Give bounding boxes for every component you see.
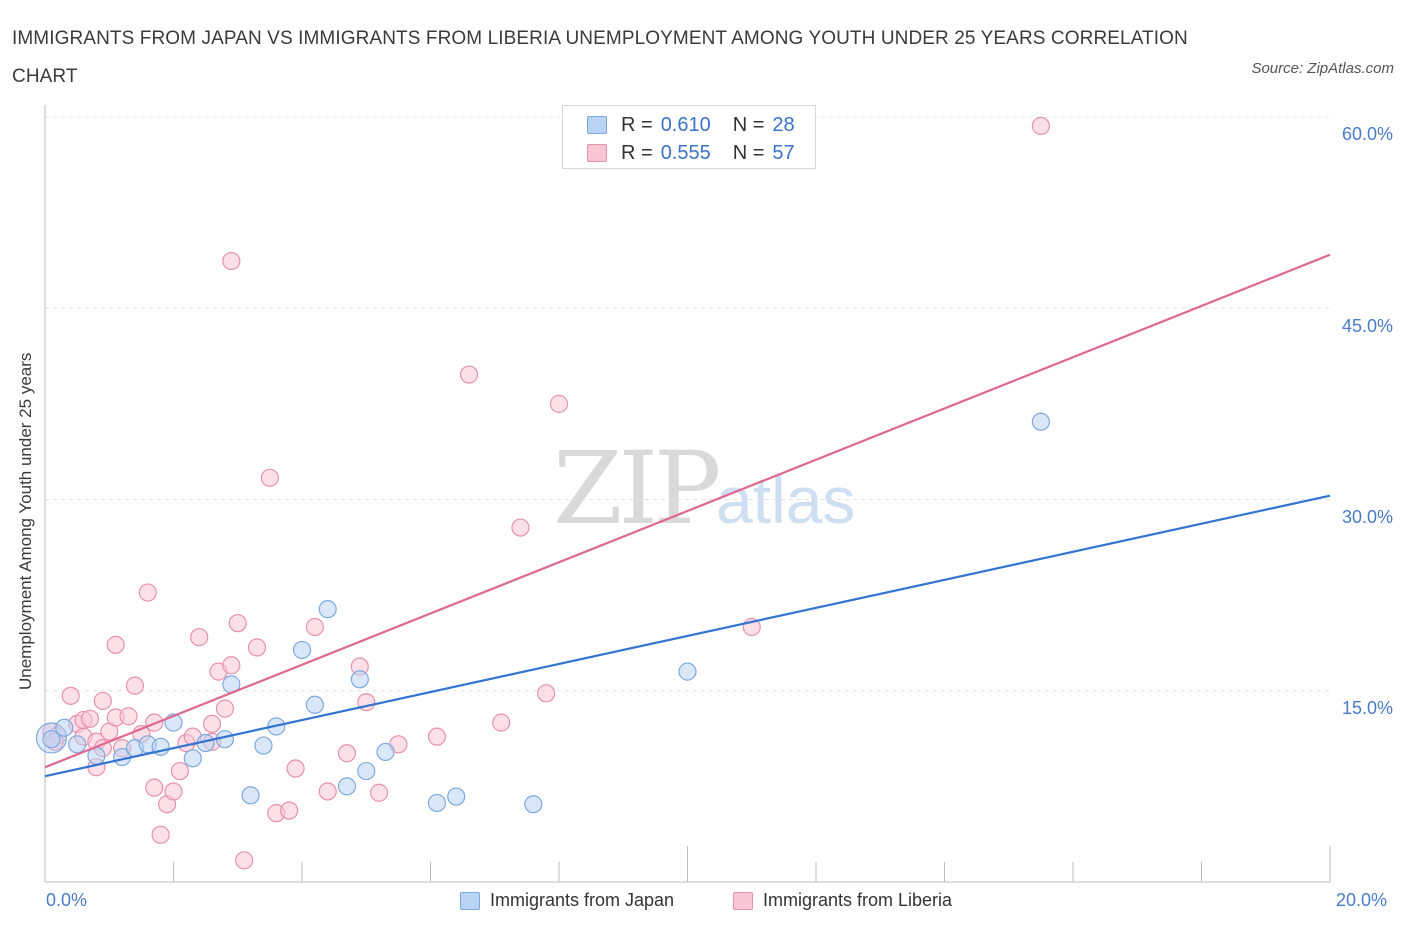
liberia-point <box>138 583 157 602</box>
legend-liberia-swatch <box>733 891 753 910</box>
liberia-trend-line <box>44 253 1331 769</box>
japan-trend-line <box>44 494 1331 778</box>
liberia-point <box>228 614 247 633</box>
n-value: 28 <box>772 113 795 136</box>
liberia-point <box>1031 116 1050 136</box>
r-label: R = <box>621 113 653 136</box>
legend-item-liberia[interactable]: Immigrants from Liberia <box>733 890 952 911</box>
liberia-point <box>222 251 241 271</box>
y-tick-label-45: 45.0% <box>1341 316 1393 336</box>
japan-point <box>1031 412 1050 431</box>
correlation-stats-box: R = 0.610 N = 28 R = 0.555 N = 57 <box>562 105 816 169</box>
japan-point <box>678 662 697 681</box>
japan-point <box>292 640 312 660</box>
liberia-point <box>305 617 324 637</box>
y-tick-label-15: 15.0% <box>1341 698 1393 718</box>
stats-row-liberia: R = 0.555 N = 57 <box>587 139 795 167</box>
liberia-point <box>492 713 511 732</box>
liberia-swatch <box>587 144 607 162</box>
liberia-point <box>170 761 190 781</box>
liberia-point <box>222 656 241 675</box>
r-value: 0.555 <box>660 141 711 164</box>
liberia-point <box>145 778 164 797</box>
trend-lines <box>44 253 1331 778</box>
y-axis-label: Unemployment Among Youth under 25 years <box>16 352 35 690</box>
liberia-point <box>151 825 170 844</box>
japan-point <box>42 730 61 749</box>
liberia-point <box>61 686 80 705</box>
liberia-point <box>125 676 145 695</box>
liberia-point <box>549 394 569 413</box>
liberia-point <box>93 691 112 711</box>
legend-japan-swatch <box>460 891 480 910</box>
chart-title: IMMIGRANTS FROM JAPAN VS IMMIGRANTS FROM… <box>12 28 1188 87</box>
liberia-point <box>247 638 267 657</box>
legend-japan-label: Immigrants from Japan <box>490 890 675 910</box>
liberia-point <box>235 851 254 870</box>
liberia-point <box>286 759 305 778</box>
y-tick-label-30: 30.0% <box>1341 507 1393 527</box>
liberia-point <box>106 635 125 654</box>
japan-point <box>68 735 87 754</box>
stats-row-japan: R = 0.610 N = 28 <box>587 111 795 139</box>
japan-swatch <box>587 116 607 134</box>
liberia-point <box>459 365 479 384</box>
r-label: R = <box>621 141 653 164</box>
japan-point <box>254 736 273 755</box>
n-value: 57 <box>772 141 795 164</box>
liberia-point <box>80 709 100 728</box>
japan-point <box>524 795 543 814</box>
japan-point <box>357 761 376 781</box>
liberia-point <box>190 628 209 647</box>
liberia-point <box>164 782 183 801</box>
liberia-point <box>260 468 279 487</box>
x-tick-label-min: 0.0% <box>46 890 88 910</box>
japan-point <box>427 793 447 813</box>
japan-point <box>376 742 395 762</box>
gridlines <box>45 116 1330 692</box>
source-label: Source: ZipAtlas.com <box>1251 60 1394 77</box>
liberia-point <box>280 801 299 820</box>
liberia-point <box>119 707 138 726</box>
legend-liberia-label: Immigrants from Liberia <box>763 890 953 910</box>
x-tick-label-max: 20.0% <box>1336 890 1388 910</box>
japan-points <box>35 412 1050 814</box>
n-label: N = <box>732 141 765 164</box>
japan-point <box>305 695 324 714</box>
n-label: N = <box>732 113 765 136</box>
liberia-point <box>427 727 447 746</box>
japan-point <box>447 787 466 806</box>
legend-item-japan[interactable]: Immigrants from Japan <box>460 890 674 911</box>
liberia-point <box>337 744 357 763</box>
liberia-point <box>511 518 530 537</box>
japan-point <box>55 718 74 737</box>
axes <box>44 105 1331 883</box>
liberia-point <box>537 684 556 703</box>
japan-point <box>318 600 337 619</box>
japan-point <box>350 670 369 689</box>
y-tick-label-60: 60.0% <box>1341 124 1393 144</box>
japan-point <box>183 749 202 768</box>
liberia-point <box>370 783 389 802</box>
liberia-point <box>215 699 234 718</box>
liberia-point <box>318 782 337 801</box>
japan-point <box>337 777 357 796</box>
r-value: 0.610 <box>660 113 711 136</box>
watermark-zip: ZIP <box>553 430 721 547</box>
liberia-point <box>202 714 222 734</box>
japan-point <box>241 786 260 805</box>
